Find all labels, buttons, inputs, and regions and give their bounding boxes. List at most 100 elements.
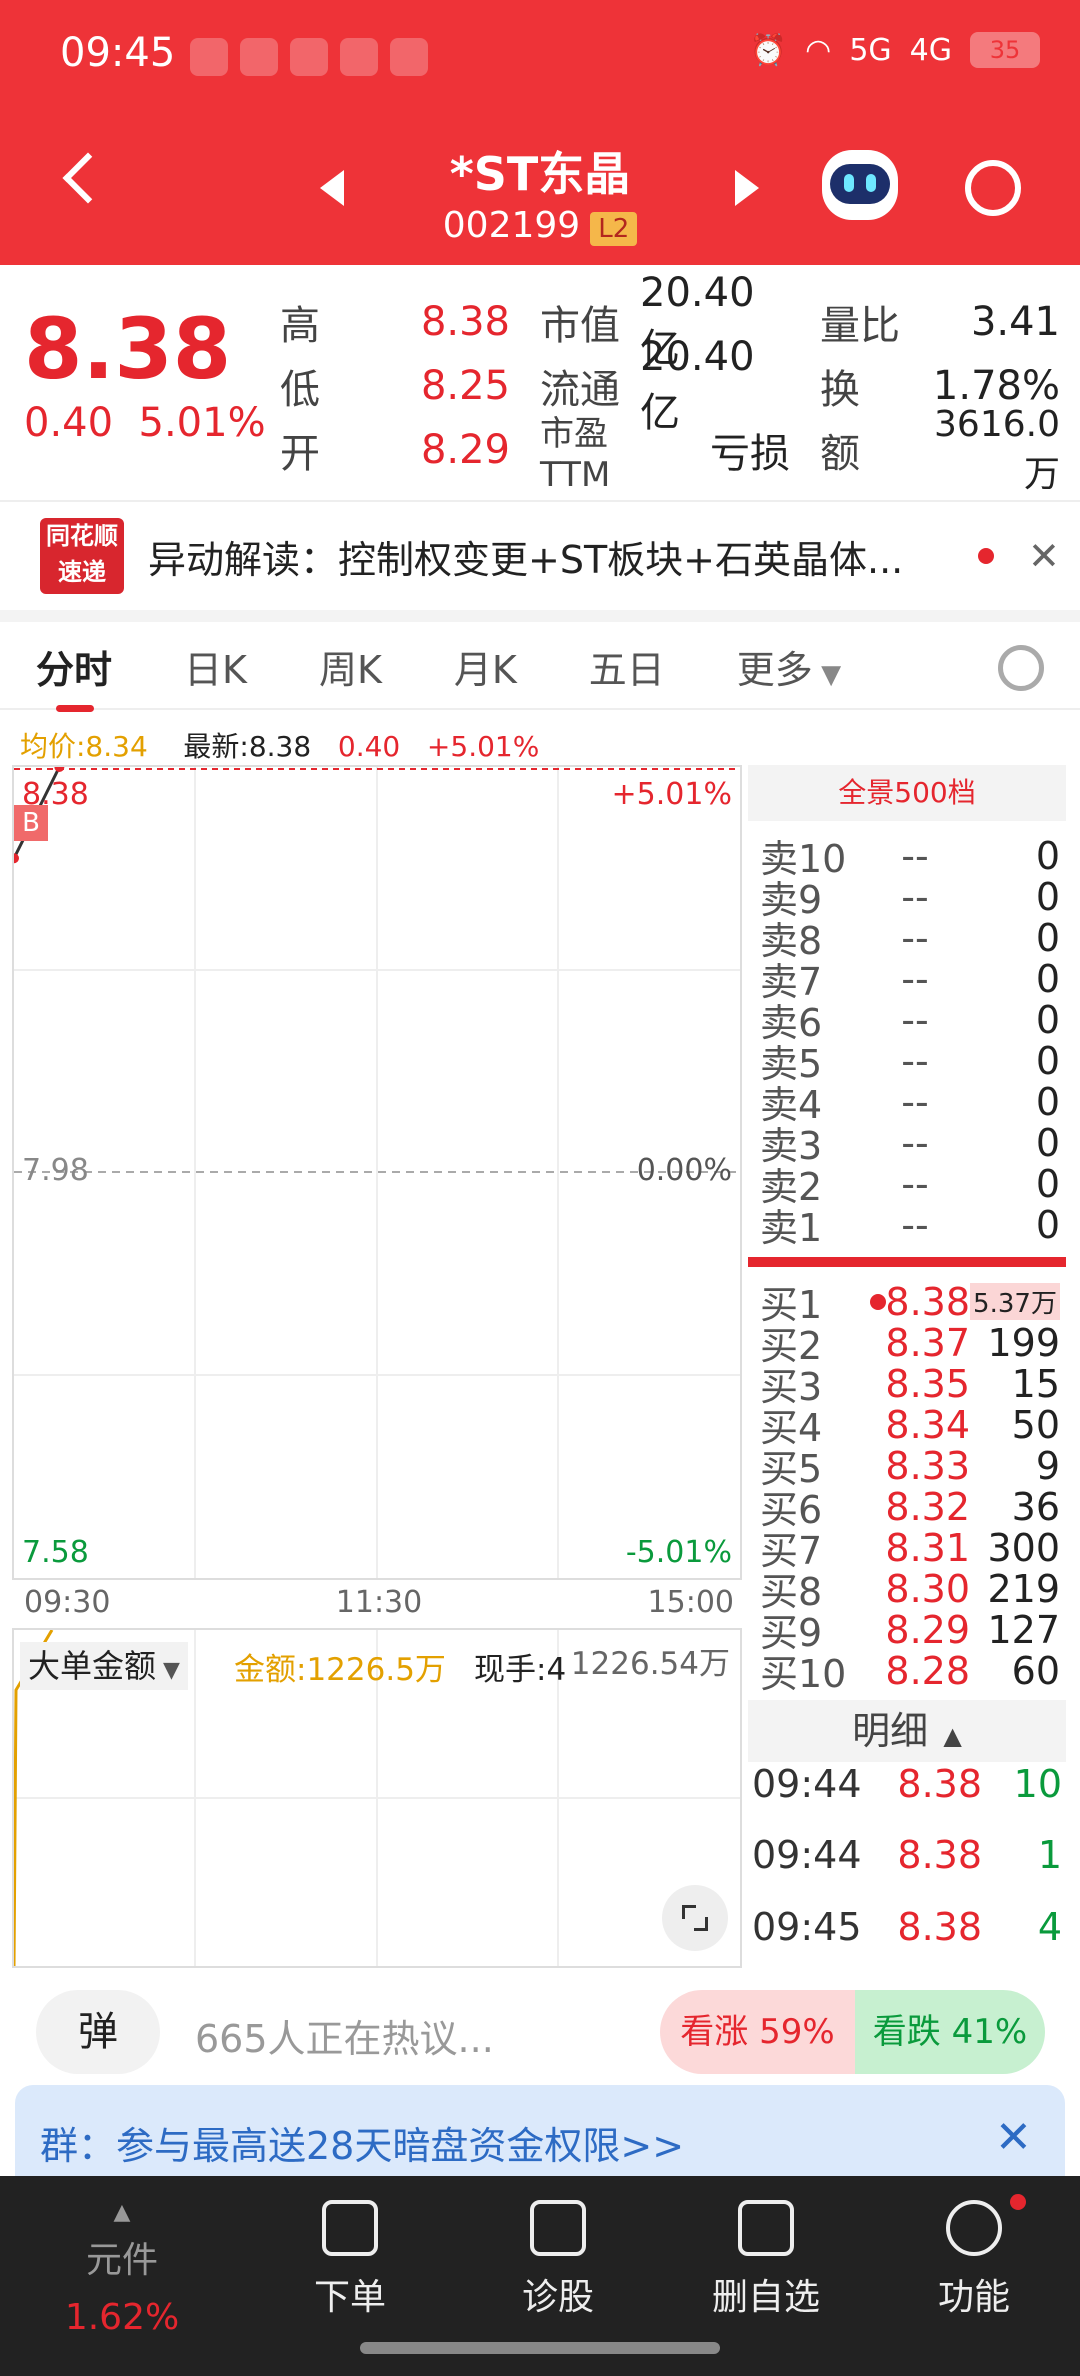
trade-row: 09:44 8.38 1 [752, 1833, 1062, 1877]
vote-bull-button[interactable]: 看涨 59% [660, 1990, 855, 2074]
intraday-chart[interactable]: 8.38 +5.01% 7.98 0.00% 7.58 -5.01% B [12, 765, 742, 1580]
ask-row[interactable]: 卖7 -- 0 [748, 956, 1066, 1005]
bid-price: 8.38 [885, 1279, 970, 1324]
trade-detail-header[interactable]: 明细 ▲ [748, 1700, 1066, 1762]
stock-code: 002199 [442, 205, 581, 246]
divider [0, 610, 1080, 622]
ask-price: -- [901, 956, 929, 1001]
bid-row[interactable]: 买1 8.38 5.37万 [748, 1279, 1066, 1327]
home-indicator[interactable] [360, 2342, 720, 2354]
ask-price: -- [901, 997, 929, 1042]
bid-row[interactable]: 买6 8.32 36 [748, 1485, 1066, 1533]
order-book-header[interactable]: 全景500档 [748, 765, 1066, 821]
ask-volume: 0 [1035, 1120, 1060, 1165]
bid-row[interactable]: 买3 8.35 15 [748, 1361, 1066, 1410]
nav-sector[interactable]: ▲ 元件 1.62% [22, 2200, 222, 2338]
buy-marker[interactable]: B [14, 805, 48, 841]
trade-time: 09:44 [752, 1833, 862, 1877]
ask-level: 卖3 [760, 1124, 823, 1168]
bid-level: 买6 [760, 1488, 823, 1532]
quote-row: 低 8.25 流通 20.40亿 换 1.78% [280, 334, 1080, 436]
trade-volume: 10 [1013, 1762, 1062, 1806]
ask-price: -- [901, 915, 929, 960]
tab-intraday[interactable]: 分时 [36, 639, 112, 712]
tab-daily-k[interactable]: 日K [184, 648, 247, 692]
ask-level: 卖7 [760, 960, 823, 1004]
tab-five-day[interactable]: 五日 [588, 648, 665, 692]
diagnose-icon [530, 2200, 586, 2256]
status-time: 09:45 [60, 30, 176, 76]
meta-change-pct: +5.01% [426, 730, 540, 763]
search-icon[interactable] [965, 160, 1021, 216]
pe-label: 市盈TTM [540, 413, 611, 495]
nav-sector-pct: 1.62% [64, 2297, 180, 2338]
close-icon[interactable]: ✕ [1028, 534, 1060, 578]
news-text[interactable]: 异动解读：控制权变更+ST板块+石英晶体... [148, 537, 904, 582]
bid-volume: 60 [1011, 1648, 1060, 1693]
nav-functions[interactable]: 功能 [874, 2194, 1074, 2320]
low-value: 8.25 [420, 363, 510, 409]
trade-detail-label: 明细 [852, 1709, 929, 1753]
open-value: 8.29 [420, 427, 510, 473]
bid-volume: 15 [1011, 1361, 1060, 1406]
chart-meta-row: 均价:8.34 最新:8.38 0.40 +5.01% [20, 725, 539, 765]
price-change: 0.40 [24, 400, 114, 446]
discussion-prompt[interactable]: 665人正在热议... [195, 2017, 494, 2061]
float-value: 20.40亿 [640, 334, 755, 436]
wechat-icon [190, 38, 228, 76]
vote-bear-button[interactable]: 看跌 41% [855, 1990, 1045, 2074]
bid-row[interactable]: 买8 8.30 219 [748, 1567, 1066, 1615]
prev-stock-button[interactable] [320, 170, 344, 206]
nav-remove-watchlist[interactable]: 删自选 [666, 2200, 866, 2320]
tiktok-icon [240, 38, 278, 76]
bid-row[interactable]: 买10 8.28 60 [748, 1648, 1066, 1697]
level2-badge: L2 [590, 212, 638, 246]
ask-row[interactable]: 卖5 -- 0 [748, 1038, 1066, 1087]
bid-level: 买4 [760, 1406, 823, 1450]
robot-assistant-icon[interactable] [822, 150, 898, 220]
ask-level: 卖10 [760, 837, 847, 881]
bid-level: 买2 [760, 1324, 823, 1368]
sort-up-icon: ▲ [928, 1722, 962, 1750]
ask-row[interactable]: 卖8 -- 0 [748, 915, 1066, 964]
next-stock-button[interactable] [735, 170, 759, 206]
nav-order-label: 下单 [313, 2277, 386, 2318]
tab-monthly-k[interactable]: 月K [453, 648, 517, 692]
nav-remove-watchlist-label: 删自选 [711, 2277, 820, 2318]
ask-row[interactable]: 卖10 -- 0 [748, 834, 1066, 882]
tab-weekly-k[interactable]: 周K [318, 648, 382, 692]
ask-volume: 0 [1035, 997, 1060, 1042]
bid-price: 8.29 [885, 1607, 970, 1652]
close-icon[interactable]: ✕ [995, 2112, 1032, 2163]
bid-price: 8.31 [885, 1525, 970, 1570]
ask-price: -- [901, 1038, 929, 1083]
promo-text[interactable]: 群：参与最高送28天暗盘资金权限>> [40, 2124, 685, 2168]
danmu-toggle-button[interactable]: 弹 [36, 1990, 160, 2074]
bid-row[interactable]: 买7 8.31 300 [748, 1525, 1066, 1574]
volume-panel[interactable]: 大单金额 ▼ 金额:1226.5万 现手:4 1226.54万 [12, 1628, 742, 1968]
tab-more[interactable]: 更多 ▼ [737, 639, 841, 694]
news-bar[interactable]: 同花顺 速递 异动解读：控制权变更+ST板块+石英晶体... ✕ [0, 500, 1080, 610]
bid-row[interactable]: 买4 8.34 50 [748, 1403, 1066, 1451]
gear-icon[interactable] [998, 645, 1044, 691]
ask-level: 卖5 [760, 1042, 823, 1086]
bid-row[interactable]: 买2 8.37 199 [748, 1321, 1066, 1369]
nav-order[interactable]: 下单 [250, 2200, 450, 2320]
ask-row[interactable]: 卖9 -- 0 [748, 875, 1066, 923]
ask-row[interactable]: 卖3 -- 0 [748, 1120, 1066, 1169]
bid-list: 买1 8.38 5.37万 买2 8.37 199 买3 8.35 15 买4 8.34 50 买5 8.… [748, 1279, 1066, 1697]
expand-icon[interactable] [662, 1885, 728, 1951]
unread-dot [978, 548, 994, 564]
ask-row[interactable]: 卖4 -- 0 [748, 1080, 1066, 1128]
trade-row: 09:45 8.38 4 [752, 1905, 1062, 1949]
news-logo-line1: 同花顺 [46, 522, 118, 550]
nav-diagnose[interactable]: 诊股 [458, 2200, 658, 2320]
bid-row[interactable]: 买5 8.33 9 [748, 1444, 1066, 1492]
news-logo: 同花顺 速递 [40, 518, 124, 594]
axis-mid-price: 7.98 [22, 1153, 89, 1188]
ask-row[interactable]: 卖1 -- 0 [748, 1203, 1066, 1251]
bid-row[interactable]: 买9 8.29 127 [748, 1607, 1066, 1656]
ask-row[interactable]: 卖2 -- 0 [748, 1162, 1066, 1210]
ask-row[interactable]: 卖6 -- 0 [748, 997, 1066, 1046]
volume-selector[interactable]: 大单金额 ▼ [20, 1642, 188, 1690]
